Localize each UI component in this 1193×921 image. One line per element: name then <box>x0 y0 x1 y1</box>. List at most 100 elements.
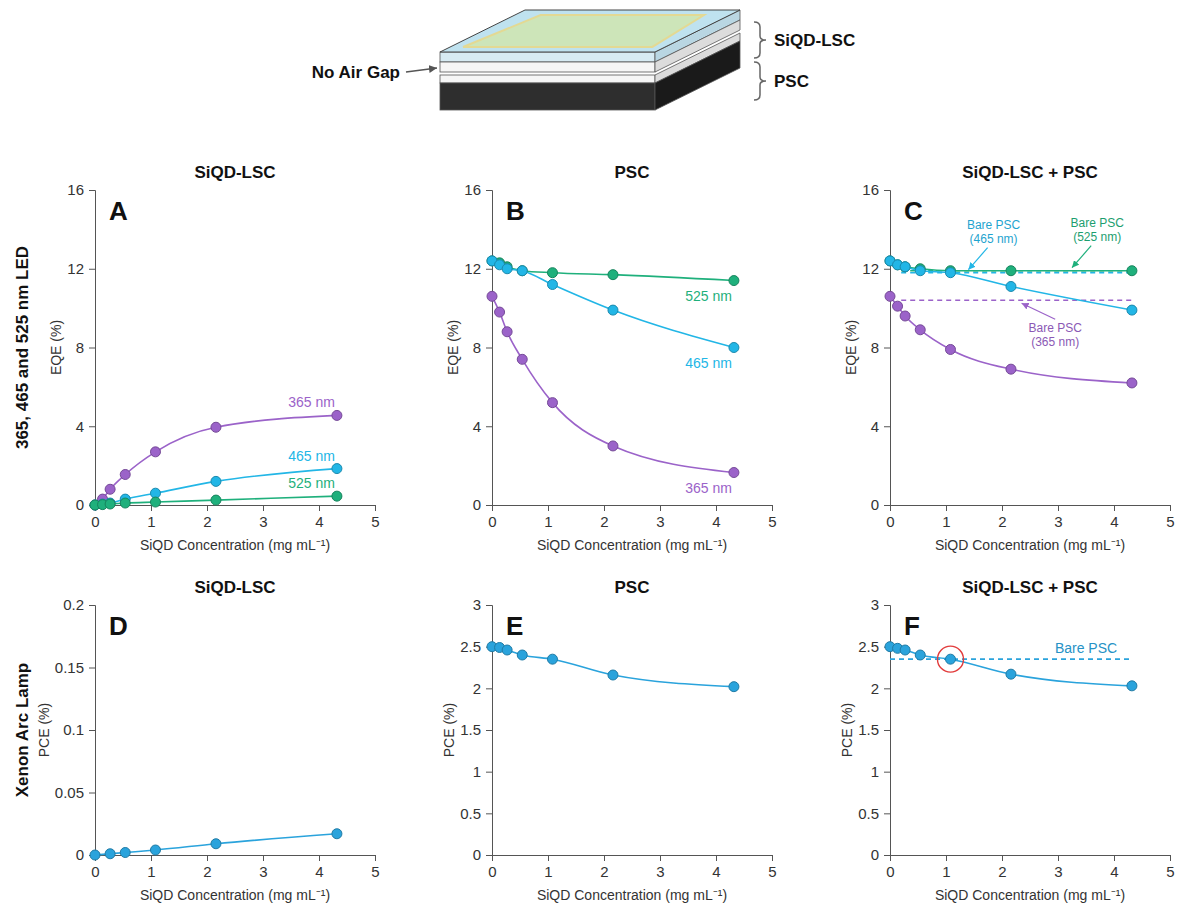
y-tick: 1.5 <box>460 721 492 738</box>
x-tick-mark <box>548 855 549 861</box>
x-axis-title: SiQD Concentration (mg mL⁻¹) <box>935 537 1125 553</box>
y-axis: 00.511.522.53 <box>460 596 492 863</box>
x-tick: 0 <box>886 505 894 530</box>
reference-label: Bare PSC <box>1055 640 1117 656</box>
data-point <box>487 291 497 301</box>
y-tick: 0 <box>871 846 890 863</box>
data-point <box>332 829 342 839</box>
x-axis-line <box>96 506 376 512</box>
data-point <box>332 410 342 420</box>
data-point <box>332 491 342 501</box>
panel-title: SiQD-LSC <box>194 163 275 182</box>
plot-area <box>885 256 1137 388</box>
data-point <box>547 654 557 664</box>
y-tick-mark <box>486 426 492 427</box>
y-tick-mark <box>89 348 95 349</box>
x-axis-title: SiQD Concentration (mg mL⁻¹) <box>537 537 727 553</box>
y-tick-label: 4 <box>473 418 481 435</box>
y-tick-label: 12 <box>67 260 84 277</box>
x-tick-label: 1 <box>147 513 155 530</box>
data-point <box>885 291 895 301</box>
highlight-circle <box>937 646 963 672</box>
y-tick-mark <box>89 190 95 191</box>
x-tick: 4 <box>712 505 720 530</box>
x-tick-mark <box>946 505 947 511</box>
x-tick: 1 <box>544 855 552 880</box>
panel-title: PSC <box>615 578 650 597</box>
x-tick-label: 2 <box>600 513 608 530</box>
data-point <box>332 464 342 474</box>
x-tick-label: 1 <box>147 863 155 880</box>
x-tick-label: 2 <box>998 513 1006 530</box>
y-tick-mark <box>89 668 95 669</box>
y-axis-line <box>89 191 96 506</box>
reference-label: Bare PSC(465 nm) <box>967 218 1021 246</box>
y-tick-label: 3 <box>871 596 879 613</box>
y-tick-mark <box>486 688 492 689</box>
y-tick-mark <box>884 813 890 814</box>
x-axis-title: SiQD Concentration (mg mL⁻¹) <box>537 887 727 903</box>
data-point <box>1127 378 1137 388</box>
x-tick-mark <box>716 505 717 511</box>
y-tick-label: 1 <box>871 763 879 780</box>
x-tick-label: 5 <box>768 863 776 880</box>
x-tick-mark <box>604 855 605 861</box>
x-tick: 3 <box>259 505 267 530</box>
x-axis: 012345 <box>488 505 776 530</box>
y-tick-label: 1.5 <box>460 721 481 738</box>
x-tick-label: 1 <box>942 863 950 880</box>
x-tick: 3 <box>656 855 664 880</box>
x-tick: 1 <box>544 505 552 530</box>
x-tick-label: 4 <box>315 863 323 880</box>
y-tick-mark <box>486 855 492 856</box>
data-point <box>1006 266 1016 276</box>
data-point <box>1006 669 1016 679</box>
data-point <box>608 270 618 280</box>
x-tick: 1 <box>942 855 950 880</box>
x-tick-label: 3 <box>656 863 664 880</box>
x-tick: 2 <box>600 855 608 880</box>
reference-label-line: Bare PSC <box>1029 321 1083 335</box>
x-tick-mark <box>263 505 264 511</box>
bracket <box>754 22 766 58</box>
x-axis: 012345 <box>91 855 379 880</box>
panel: 01234500.511.522.53SiQD Concentration (m… <box>839 578 1175 903</box>
layer-front <box>440 83 655 110</box>
panel: 01234500.050.10.150.2SiQD Concentration … <box>36 578 380 903</box>
diagram-arrow <box>406 68 437 72</box>
reference-label-line: Bare PSC <box>1055 640 1117 656</box>
x-tick-label: 3 <box>1054 513 1062 530</box>
y-tick-label: 2 <box>871 680 879 697</box>
x-tick-mark <box>772 855 773 861</box>
reference-label-line: (365 nm) <box>1031 335 1079 349</box>
x-tick-mark <box>946 855 947 861</box>
x-axis: 012345 <box>886 505 1174 530</box>
data-point <box>105 498 115 508</box>
series-line <box>890 261 1132 310</box>
x-tick-label: 3 <box>259 513 267 530</box>
data-point <box>211 839 221 849</box>
series-line <box>95 469 337 505</box>
panel-letter: B <box>506 196 525 226</box>
x-tick: 1 <box>147 505 155 530</box>
panel-title: PSC <box>615 163 650 182</box>
data-point <box>517 650 527 660</box>
reference-label-line: (525 nm) <box>1073 230 1121 244</box>
y-tick: 8 <box>76 339 95 356</box>
series-line <box>95 415 337 505</box>
data-point <box>1127 266 1137 276</box>
series-label: 525 nm <box>288 475 335 491</box>
series-line <box>492 647 734 687</box>
x-tick-label: 5 <box>371 863 379 880</box>
x-tick-label: 2 <box>600 863 608 880</box>
x-tick-mark <box>1002 505 1003 511</box>
y-tick-mark <box>884 426 890 427</box>
y-tick-label: 0.1 <box>63 721 84 738</box>
y-tick-label: 0 <box>871 846 879 863</box>
y-tick-mark <box>89 730 95 731</box>
x-tick-label: 4 <box>1110 513 1118 530</box>
y-tick: 2 <box>473 680 492 697</box>
row-label: Xenon Arc Lamp <box>13 663 32 797</box>
reference-label-line: Bare PSC <box>1071 216 1125 230</box>
series-line <box>492 296 734 472</box>
